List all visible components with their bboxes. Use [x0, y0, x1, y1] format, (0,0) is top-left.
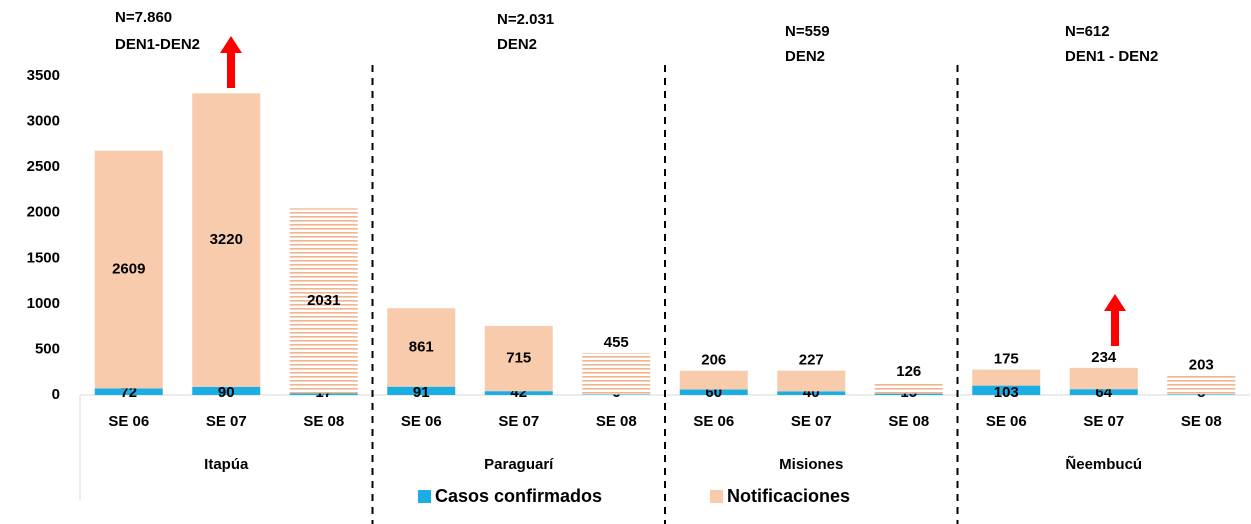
bar-segment	[94, 150, 163, 389]
group-serotype: DEN1 - DEN2	[1065, 48, 1158, 65]
y-tick-label: 500	[35, 340, 60, 357]
group-label: Ñeembucú	[1065, 455, 1142, 473]
group-label: Misiones	[779, 456, 843, 473]
legend-label: Casos confirmados	[435, 486, 602, 506]
group-n: N=612	[1065, 23, 1110, 40]
value-label: 234	[1091, 349, 1117, 366]
group-label: Itapúa	[204, 456, 249, 473]
legend-swatch	[710, 490, 723, 503]
bar-segment	[874, 382, 943, 394]
bar-segment	[1069, 389, 1138, 395]
bar-segment	[1069, 367, 1138, 390]
bar-segment	[192, 386, 261, 395]
value-label: 175	[994, 351, 1019, 368]
value-label: 3220	[210, 231, 243, 248]
value-label: 91	[413, 384, 430, 401]
value-label: 455	[604, 334, 629, 351]
bar-segment	[192, 93, 261, 387]
legend-swatch	[418, 490, 431, 503]
value-label: 2609	[112, 261, 145, 278]
group-serotype: DEN1-DEN2	[115, 36, 200, 53]
group-label: Paraguarí	[484, 456, 554, 473]
x-tick-label: SE 08	[596, 413, 637, 430]
x-tick-label: SE 08	[888, 413, 929, 430]
value-label: 206	[701, 352, 726, 369]
y-tick-label: 2000	[27, 204, 60, 221]
x-tick-label: SE 06	[693, 413, 734, 430]
y-tick-label: 3500	[27, 67, 60, 84]
bar-segment	[94, 388, 163, 395]
value-label: 90	[218, 384, 235, 401]
arrow	[227, 52, 235, 88]
value-label: 103	[994, 384, 1019, 401]
bar-segment	[1167, 394, 1236, 395]
bar-segment	[972, 369, 1041, 386]
value-label: 861	[409, 338, 434, 355]
x-tick-label: SE 07	[791, 413, 832, 430]
value-label: 715	[506, 350, 531, 367]
arrow	[220, 36, 242, 53]
arrow	[1111, 310, 1119, 346]
y-tick-label: 1000	[27, 295, 60, 312]
y-tick-label: 3000	[27, 113, 60, 130]
arrow	[1104, 294, 1126, 311]
x-tick-label: SE 07	[1083, 413, 1124, 430]
value-label: 126	[896, 363, 921, 380]
y-tick-label: 0	[52, 386, 60, 403]
x-tick-label: SE 06	[986, 413, 1027, 430]
bar-segment	[484, 326, 553, 392]
x-tick-label: SE 07	[206, 413, 247, 430]
bar-segment	[679, 389, 748, 395]
x-tick-label: SE 08	[1181, 413, 1222, 430]
bar-segment	[289, 393, 358, 395]
y-tick-label: 1500	[27, 249, 60, 266]
x-tick-label: SE 06	[108, 413, 149, 430]
arrows	[220, 36, 1126, 346]
group-n: N=2.031	[497, 11, 554, 28]
x-tick-label: SE 08	[303, 413, 344, 430]
legend-label: Notificaciones	[727, 486, 850, 506]
bar-segment	[874, 393, 943, 395]
x-tick-label: SE 06	[401, 413, 442, 430]
bar-segment	[582, 352, 651, 395]
bar-segment	[679, 370, 748, 390]
bar-segment	[1167, 375, 1236, 395]
value-label: 203	[1189, 357, 1214, 374]
group-serotype: DEN2	[785, 48, 825, 65]
y-tick-label: 2500	[27, 158, 60, 175]
group-serotype: DEN2	[497, 36, 537, 53]
bar-segment	[289, 208, 358, 394]
group-n: N=7.860	[115, 9, 172, 26]
bar-segment	[972, 385, 1041, 395]
bar-segment	[387, 308, 456, 387]
bar-segment	[484, 391, 553, 395]
value-label: 227	[799, 352, 824, 369]
group-n: N=559	[785, 23, 830, 40]
value-label: 2031	[307, 292, 340, 309]
x-tick-label: SE 07	[498, 413, 539, 430]
bar-segment	[582, 394, 651, 395]
bar-segment	[387, 386, 456, 395]
bar-segment	[777, 391, 846, 395]
bar-segment	[777, 370, 846, 392]
